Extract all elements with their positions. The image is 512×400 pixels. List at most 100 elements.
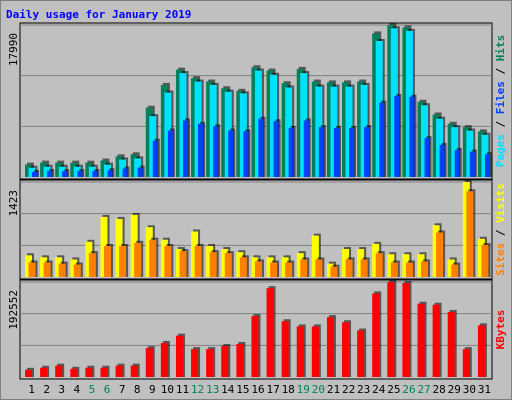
bar [251, 67, 259, 177]
bar [258, 118, 264, 177]
bar [333, 127, 339, 177]
bar [194, 245, 202, 277]
bar [152, 140, 158, 177]
bar [402, 283, 410, 377]
bar [288, 127, 294, 177]
bar [32, 171, 37, 177]
bar [372, 293, 380, 377]
x-tick-label: 18 [282, 383, 295, 396]
bar [273, 121, 279, 177]
bar [345, 259, 353, 277]
bar [311, 235, 319, 277]
bar [25, 369, 32, 377]
bar [447, 311, 455, 377]
bar [103, 245, 111, 277]
x-tick-label: 24 [372, 383, 386, 396]
x-tick-label: 13 [206, 383, 219, 396]
bar [191, 349, 199, 377]
x-tick-label: 7 [119, 383, 126, 396]
bar [481, 244, 489, 277]
x-tick-label: 2 [43, 383, 50, 396]
x-tick-label: 20 [312, 383, 325, 396]
bar [349, 127, 355, 177]
bar [424, 138, 430, 177]
bar [236, 343, 244, 377]
bar [357, 330, 365, 377]
bar [477, 325, 485, 377]
legend-entry: Hits [494, 35, 507, 62]
legend-separator: / [494, 223, 507, 243]
bar [28, 262, 36, 277]
bar [387, 282, 395, 377]
y-tick-label: 1423 [7, 190, 20, 217]
bar [266, 288, 274, 377]
x-tick-label: 1 [28, 383, 35, 396]
bar [62, 171, 68, 177]
x-tick-label: 25 [387, 383, 400, 396]
bar [137, 167, 143, 177]
x-tick-label: 26 [402, 383, 415, 396]
y-tick-label: 192552 [7, 290, 20, 330]
bar [73, 264, 81, 277]
legend-entry: Visits [494, 183, 507, 223]
bar [462, 349, 470, 377]
bar [243, 131, 249, 177]
bar [85, 367, 93, 377]
legend-separator: / [494, 61, 507, 81]
x-tick-label: 12 [191, 383, 204, 396]
bar [198, 123, 204, 177]
x-tick-label: 21 [327, 383, 340, 396]
bar [484, 154, 490, 177]
bar [296, 326, 304, 377]
y-tick-label: 17990 [7, 33, 20, 66]
bar [251, 257, 259, 277]
bar [466, 191, 474, 277]
legend: KBytes [494, 310, 507, 350]
bar [303, 120, 309, 177]
x-tick-label: 23 [357, 383, 370, 396]
legend-entry: Files [494, 81, 507, 114]
x-tick-label: 31 [478, 383, 491, 396]
bar [315, 259, 323, 277]
legend-entry: KBytes [494, 310, 507, 350]
bar [160, 342, 168, 377]
x-tick-label: 8 [134, 383, 141, 396]
bar [239, 257, 247, 277]
bar [439, 144, 445, 177]
bar [375, 253, 383, 277]
bar [451, 264, 459, 277]
bar [55, 365, 63, 377]
bar [100, 367, 108, 377]
bar [119, 245, 127, 277]
x-tick-label: 3 [58, 383, 65, 396]
bar [209, 252, 217, 277]
x-tick-label: 27 [417, 383, 430, 396]
bar [285, 262, 293, 277]
legend: Pages / Files / Hits [494, 35, 507, 168]
bar [390, 262, 398, 277]
bar [318, 127, 324, 177]
bar [134, 242, 142, 277]
bar [92, 171, 98, 177]
bar [311, 326, 319, 377]
bar [326, 317, 334, 377]
bar [436, 232, 444, 277]
bar [182, 120, 188, 177]
x-tick-label: 5 [89, 383, 96, 396]
bar [149, 239, 157, 277]
bar [130, 365, 138, 377]
bar [360, 259, 368, 277]
chart-title: Daily usage for January 2019 [6, 8, 191, 21]
legend-entry: Pages [494, 134, 507, 167]
x-tick-label: 16 [251, 383, 264, 396]
legend-entry: Sites [494, 243, 507, 276]
bar [254, 261, 262, 277]
x-tick-label: 6 [104, 383, 111, 396]
bar [405, 262, 413, 277]
bar [432, 304, 440, 377]
x-tick-label: 28 [433, 383, 446, 396]
bar [228, 130, 234, 177]
bar [88, 253, 96, 277]
bar [421, 261, 429, 277]
bar [342, 322, 350, 377]
